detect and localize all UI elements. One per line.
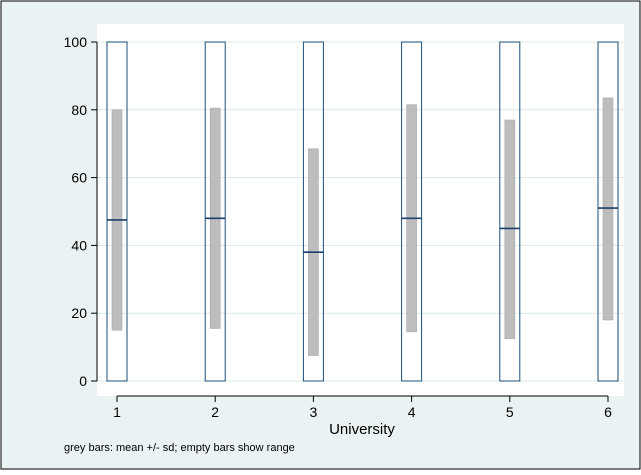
- x-axis-label: University: [329, 421, 395, 438]
- y-tick-label-100: 100: [64, 34, 88, 50]
- x-tick-label-4: 4: [408, 404, 416, 420]
- range-bar-5: [499, 41, 521, 382]
- x-tick-label-1: 1: [113, 404, 121, 420]
- y-tick-label-80: 80: [71, 102, 87, 118]
- chart-note: grey bars: mean +/- sd; empty bars show …: [64, 442, 295, 454]
- axis-layer: 0 20 40 60 80 100 1 2 3 4 5 6: [64, 34, 612, 420]
- y-tick-label-60: 60: [71, 170, 87, 186]
- x-tick-label-6: 6: [604, 404, 612, 420]
- range-bar-1: [106, 41, 128, 382]
- range-bar-6: [597, 41, 619, 382]
- x-tick-label-3: 3: [310, 404, 318, 420]
- marks-layer: [106, 41, 619, 382]
- y-tick-label-20: 20: [71, 305, 87, 321]
- plot-area: [97, 24, 624, 396]
- range-bar-3: [302, 41, 324, 382]
- range-bar-4: [401, 41, 423, 382]
- x-tick-label-2: 2: [211, 404, 219, 420]
- sd-bar-5: [504, 119, 516, 339]
- grid-layer: [97, 41, 624, 382]
- x-tick-label-5: 5: [506, 404, 514, 420]
- y-tick-label-0: 0: [79, 373, 87, 389]
- sd-bar-6: [602, 97, 614, 321]
- y-tick-label-40: 40: [71, 237, 87, 253]
- range-bar-2: [204, 41, 226, 382]
